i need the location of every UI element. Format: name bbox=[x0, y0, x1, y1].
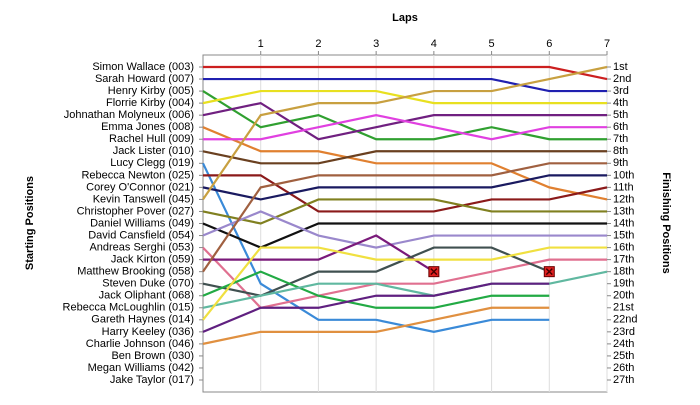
start-label: Matthew Brooking (058) bbox=[77, 266, 194, 278]
position-line bbox=[203, 77, 607, 93]
finish-label: 21st bbox=[613, 302, 634, 314]
finish-label: 20th bbox=[613, 290, 634, 302]
x-tick-label: 2 bbox=[315, 38, 321, 50]
start-label: Daniel Williams (049) bbox=[90, 217, 194, 229]
finish-label: 11th bbox=[613, 181, 634, 193]
position-line bbox=[202, 306, 550, 345]
start-label: Corey O'Connor (021) bbox=[86, 181, 194, 193]
finish-label: 6th bbox=[613, 121, 628, 133]
finish-label: 10th bbox=[613, 169, 634, 181]
start-label: Steven Duke (070) bbox=[102, 278, 194, 290]
position-line bbox=[203, 234, 435, 273]
x-tick-label: 7 bbox=[604, 38, 610, 50]
x-tick-label: 3 bbox=[373, 38, 379, 50]
x-tick-label: 6 bbox=[546, 38, 552, 50]
finish-label: 22nd bbox=[613, 314, 637, 326]
start-label: Megan Williams (042) bbox=[88, 362, 194, 374]
y-axis-title-right: Finishing Positions bbox=[660, 172, 672, 273]
finish-label: 27th bbox=[613, 374, 634, 386]
position-line bbox=[202, 282, 550, 333]
position-line bbox=[202, 270, 550, 309]
finish-label: 23rd bbox=[613, 326, 635, 338]
position-line bbox=[202, 162, 607, 273]
position-line bbox=[202, 210, 607, 249]
finish-label: 24th bbox=[613, 338, 634, 350]
start-label: Christopher Pover (027) bbox=[77, 205, 194, 217]
position-line bbox=[202, 150, 607, 165]
x-tick-label: 5 bbox=[489, 38, 495, 50]
start-label: Harry Keeley (036) bbox=[102, 326, 194, 338]
start-label: Simon Wallace (003) bbox=[92, 61, 194, 73]
start-label: David Cansfield (054) bbox=[88, 229, 194, 241]
position-line bbox=[202, 126, 608, 201]
start-label: Florrie Kirby (004) bbox=[106, 97, 194, 109]
retired-cross bbox=[430, 268, 438, 276]
position-line bbox=[202, 246, 607, 309]
start-label: Rebecca McLoughlin (015) bbox=[63, 302, 194, 314]
finish-label: 8th bbox=[613, 145, 628, 157]
position-line bbox=[202, 198, 607, 225]
start-label: Rachel Hull (009) bbox=[109, 133, 194, 145]
finish-label: 7th bbox=[613, 133, 628, 145]
finish-label: 12th bbox=[613, 193, 634, 205]
start-label: Ben Brown (030) bbox=[111, 350, 194, 362]
position-line bbox=[202, 162, 550, 333]
finish-label: 13th bbox=[613, 205, 634, 217]
finish-label: 4th bbox=[613, 97, 628, 109]
finish-label: 26th bbox=[613, 362, 634, 374]
start-label: Henry Kirby (005) bbox=[108, 85, 194, 97]
finish-label: 14th bbox=[613, 217, 634, 229]
start-label: Lucy Clegg (019) bbox=[110, 157, 194, 169]
finish-label: 2nd bbox=[613, 73, 631, 85]
position-line bbox=[202, 174, 607, 201]
start-label: Jack Kirton (059) bbox=[111, 254, 194, 266]
position-line bbox=[203, 114, 607, 141]
x-tick-label: 1 bbox=[258, 38, 264, 50]
position-line bbox=[203, 174, 608, 213]
finish-label: 17th bbox=[613, 254, 634, 266]
finish-label: 16th bbox=[613, 241, 634, 253]
finish-label: 1st bbox=[613, 61, 628, 73]
position-line bbox=[202, 65, 608, 201]
finish-label: 15th bbox=[613, 229, 634, 241]
start-label: Johnathan Molyneux (006) bbox=[64, 109, 194, 121]
x-tick-label: 4 bbox=[431, 38, 437, 50]
start-label: Jack Lister (010) bbox=[113, 145, 194, 157]
position-line bbox=[202, 90, 607, 141]
position-line bbox=[203, 65, 608, 81]
finish-label: 9th bbox=[613, 157, 628, 169]
start-label: Jake Taylor (017) bbox=[110, 374, 194, 386]
start-label: Rebecca Newton (025) bbox=[81, 169, 194, 181]
start-label: Andreas Serghi (053) bbox=[89, 241, 194, 253]
position-line bbox=[202, 222, 607, 249]
finish-label: 18th bbox=[613, 266, 634, 278]
finish-label: 5th bbox=[613, 109, 628, 121]
finish-label: 25th bbox=[613, 350, 634, 362]
retired-cross bbox=[545, 268, 553, 276]
start-label: Sarah Howard (007) bbox=[95, 73, 194, 85]
start-label: Charlie Johnson (046) bbox=[86, 338, 194, 350]
start-label: Jack Oliphant (068) bbox=[99, 290, 194, 302]
start-label: Kevin Tanswell (045) bbox=[93, 193, 194, 205]
chart-title: Laps bbox=[392, 12, 418, 24]
position-line bbox=[202, 246, 607, 321]
finish-label: 3rd bbox=[613, 85, 629, 97]
start-label: Emma Jones (008) bbox=[101, 121, 194, 133]
finish-label: 19th bbox=[613, 278, 634, 290]
start-label: Gareth Haynes (014) bbox=[91, 314, 194, 326]
y-axis-title-left: Starting Positions bbox=[24, 176, 36, 270]
